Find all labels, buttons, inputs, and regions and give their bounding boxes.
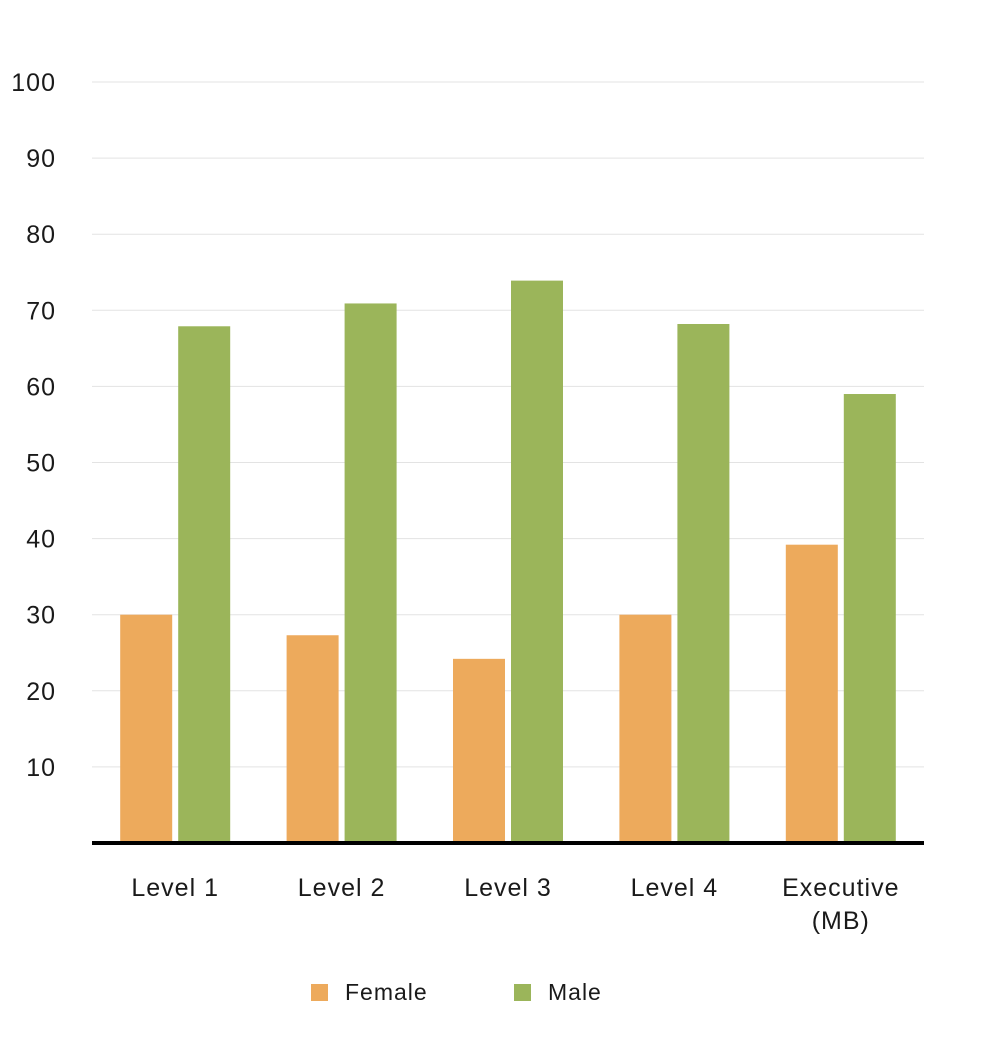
y-tick-label: 50	[26, 450, 56, 478]
bar-male-4	[677, 323, 730, 843]
x-category-label-line: Level 2	[298, 874, 386, 902]
bars	[120, 280, 896, 844]
bar-male-2	[344, 303, 397, 843]
legend-label-female: Female	[345, 978, 428, 1005]
bar-female-5	[785, 544, 838, 843]
legend-swatch-male	[514, 983, 531, 1001]
x-axis-categories: Level 1 Level 2 Level 3 Level 4 Executive (MB…	[131, 874, 899, 935]
bar-male-1	[178, 326, 231, 843]
legend: Female Male	[0, 976, 995, 1008]
y-tick-label: 70	[26, 297, 56, 325]
y-tick-label: 100	[11, 69, 56, 97]
legend-item-female: Female	[311, 976, 428, 1008]
y-axis-ticks: 10 20 30 40 50 60 70 80 90 100	[11, 69, 56, 782]
y-tick-label: 30	[26, 602, 56, 630]
x-category-label: Level 1	[131, 874, 219, 902]
x-category-label-line: Level 1	[131, 874, 219, 902]
legend-item-male: Male	[514, 976, 602, 1008]
y-tick-label: 60	[26, 373, 56, 401]
x-category-label: Level 2	[298, 874, 386, 902]
y-tick-label: 10	[26, 754, 56, 782]
legend-label-male: Male	[548, 978, 602, 1005]
legend-swatch-female	[311, 983, 328, 1001]
x-category-label-line: Level 4	[631, 874, 719, 902]
y-tick-label: 20	[26, 678, 56, 706]
gridlines	[92, 81, 924, 768]
bar-female-4	[619, 614, 672, 843]
bar-male-5	[843, 394, 896, 843]
y-tick-label: 90	[26, 145, 56, 173]
x-category-label-line: (MB)	[812, 907, 870, 935]
y-tick-label: 40	[26, 526, 56, 554]
bar-female-3	[453, 658, 505, 843]
bar-male-3	[511, 280, 563, 844]
x-category-label-line: Level 3	[464, 874, 552, 902]
bar-female-2	[286, 635, 339, 843]
x-category-label: Executive (MB)	[782, 874, 899, 935]
x-category-label: Level 3	[464, 874, 552, 902]
x-category-label: Level 4	[631, 874, 719, 902]
y-tick-label: 80	[26, 221, 56, 249]
bar-female-1	[120, 614, 173, 843]
x-category-label-line: Executive	[782, 874, 899, 902]
